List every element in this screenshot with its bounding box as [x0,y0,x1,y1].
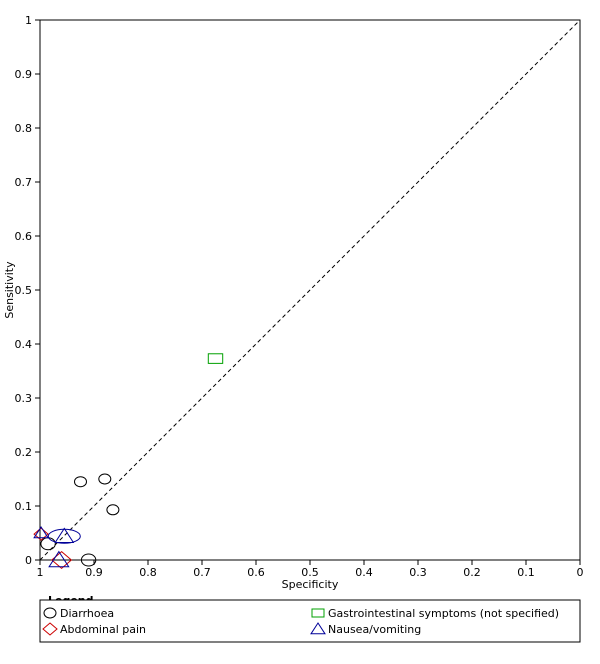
data-point-circle [98,473,112,485]
y-tick-label: 0.3 [15,392,33,405]
x-tick-label: 1 [37,566,44,579]
data-point-circle [74,476,87,488]
y-tick-label: 0.9 [15,68,33,81]
series-nausea-vomiting [33,526,81,568]
legend-box [39,599,581,643]
diagonal-reference-line [39,19,581,561]
data-point-triangle [48,550,70,568]
legend-marker-diamond [42,622,58,636]
x-tick-label: 0.6 [247,566,265,579]
x-axis-title: Specificity [282,578,339,591]
series-gastrointestinal-symptoms-not-specified [207,353,224,364]
y-tick-label: 0.4 [15,338,33,351]
plot-area [39,19,581,561]
y-tick-label: 0.1 [15,500,33,513]
y-tick-label: 0.7 [15,176,33,189]
axes: 1 0.9 0.8 0.7 0.6 0.5 0.4 0.3 0.2 0.1 0 0 0.1 0.2 0.3 0… [15,14,584,579]
data-point-triangle [33,526,49,539]
y-tick-label: 0.8 [15,122,33,135]
y-tick-label: 1 [25,14,32,27]
x-tick-label: 0.4 [355,566,373,579]
legend-label: Diarrhoea [60,607,114,620]
legend-marker-circle [43,607,57,619]
y-axis-title: Sensitivity [3,261,16,319]
legend-label: Nausea/vomiting [328,623,421,636]
x-tick-label: 0.9 [85,566,103,579]
legend-marker-square [311,608,325,618]
y-tick-label: 0.5 [15,284,33,297]
legend-marker-triangle [310,622,326,635]
legend-label: Abdominal pain [60,623,146,636]
x-tick-label: 0.1 [517,566,535,579]
y-tick-label: 0.6 [15,230,33,243]
data-point-triangle [54,527,75,543]
legend-item-diarrhoea: Diarrhoea [43,607,114,620]
x-tick-label: 0.5 [301,566,319,579]
x-tick-label: 0.8 [139,566,157,579]
data-point-circle [80,553,97,567]
legend-item-gastrointestinal-symptoms-not-specified: Gastrointestinal symptoms (not specified… [311,607,559,620]
y-tick-label: 0.2 [15,446,33,459]
data-point-square [207,353,224,364]
data-point-circle [106,504,120,516]
x-tick-label: 0.2 [463,566,481,579]
legend-label: Gastrointestinal symptoms (not specified… [328,607,559,620]
x-tick-label: 0.3 [409,566,427,579]
data-points [33,353,224,570]
data-point-diamond [33,527,49,541]
x-tick-label: 0 [577,566,584,579]
legend-item-abdominal-pain: Abdominal pain [42,622,146,636]
y-tick-label: 0 [25,554,32,567]
legend-item-nausea-vomiting: Nausea/vomiting [310,622,421,636]
x-tick-label: 0.7 [193,566,211,579]
